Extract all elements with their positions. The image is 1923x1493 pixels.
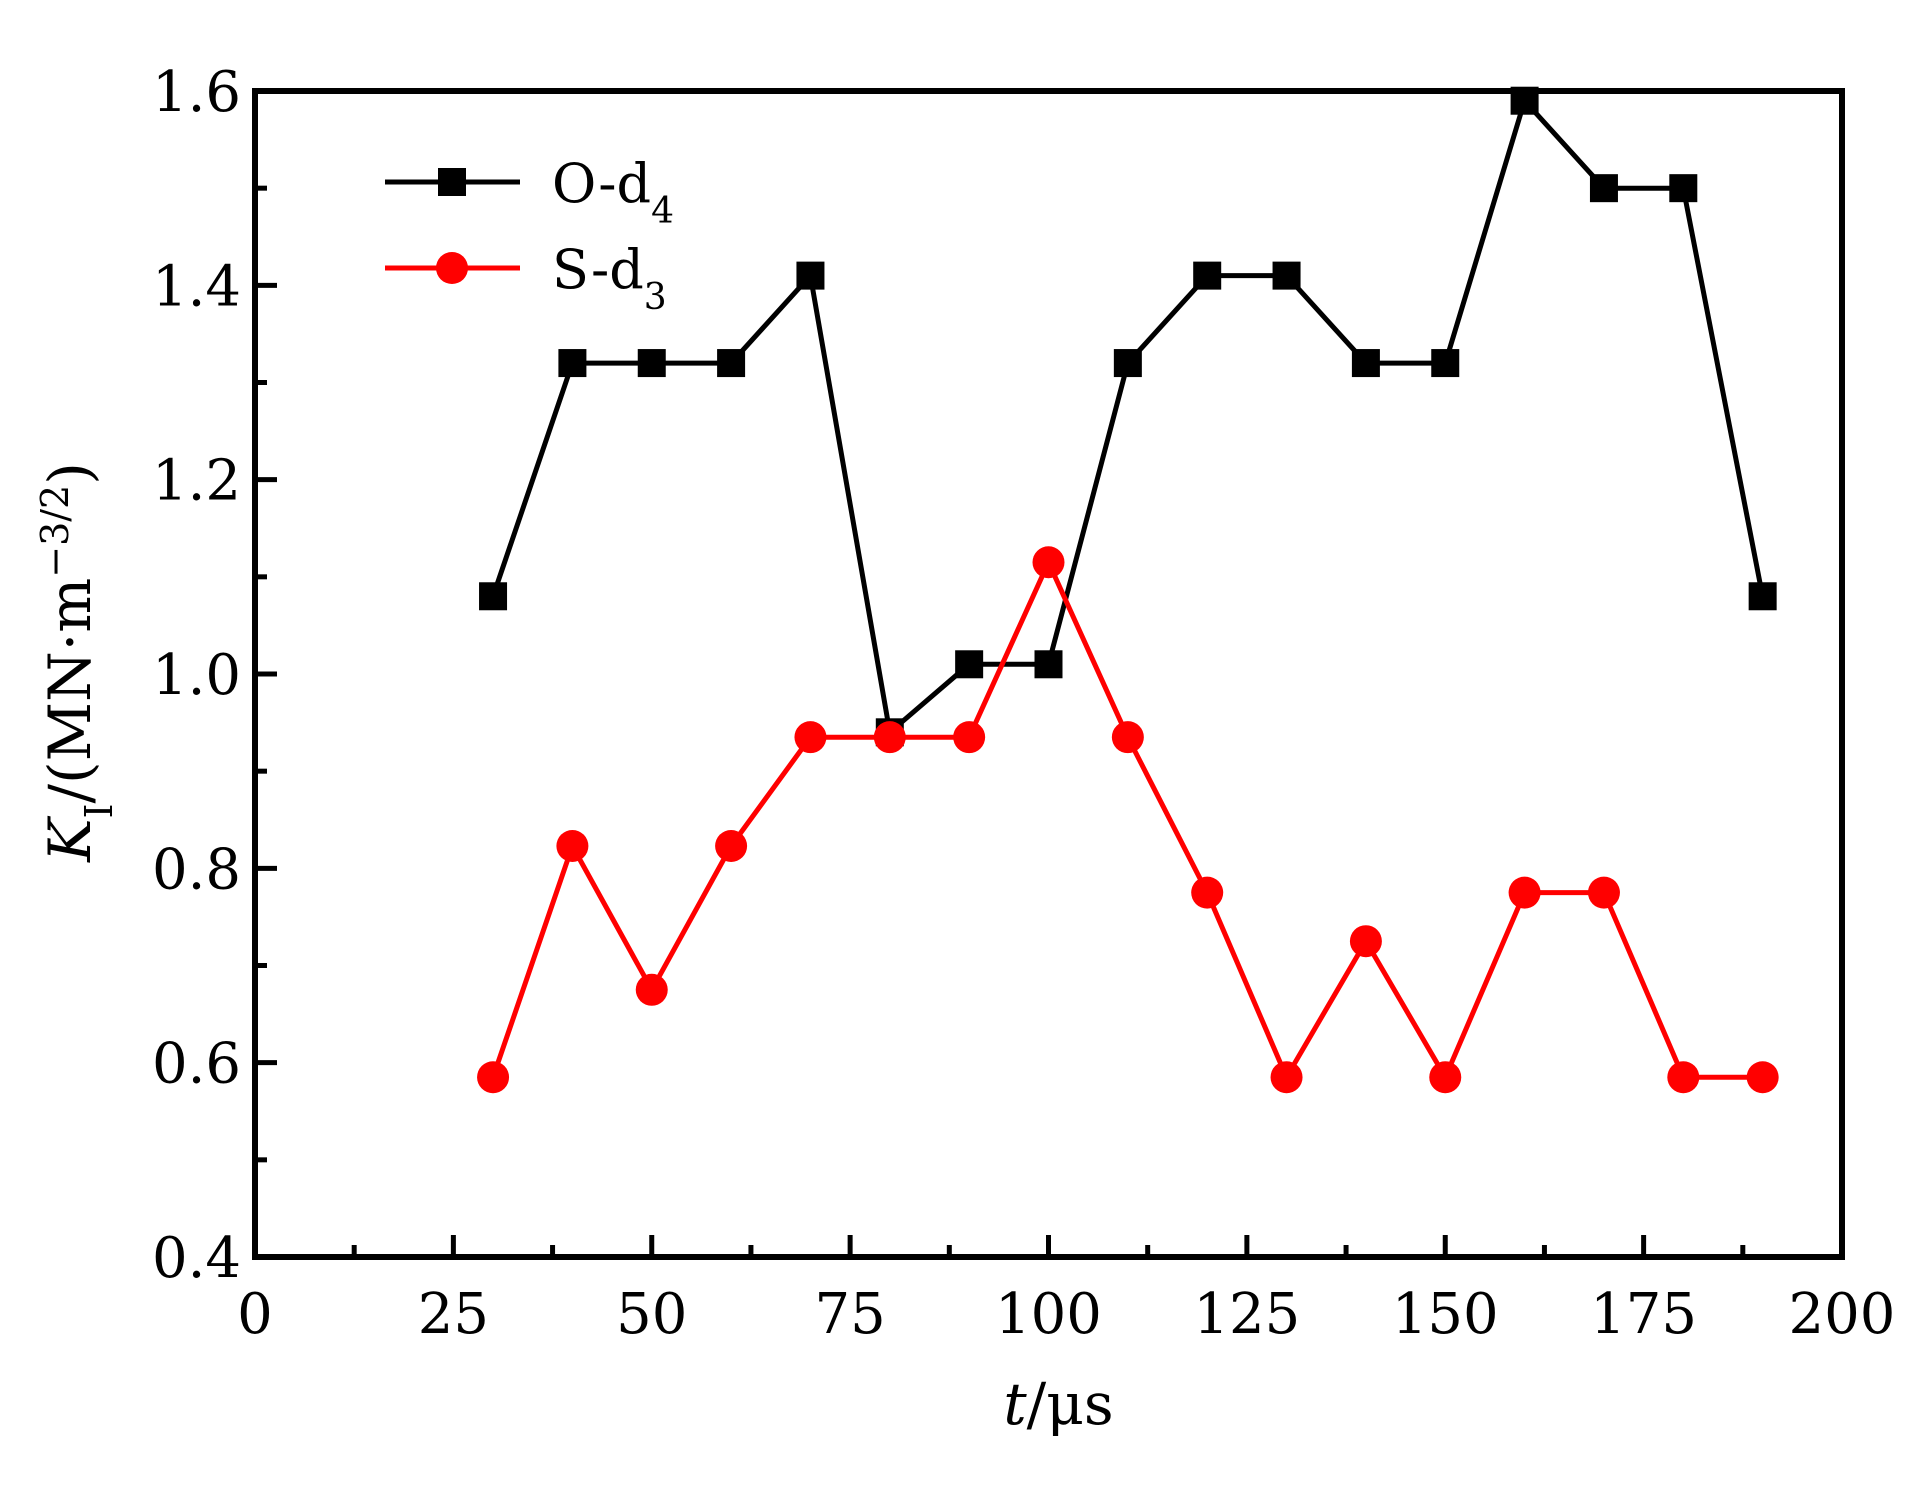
x-tick-label: 25 bbox=[418, 1282, 489, 1347]
series-layer bbox=[477, 86, 1779, 1094]
legend-label: O-d4 bbox=[552, 152, 674, 232]
x-tick-label: 200 bbox=[1789, 1282, 1896, 1347]
y-axis-title-sup: −3/2 bbox=[33, 485, 77, 578]
y-tick-label: 1.4 bbox=[152, 254, 241, 319]
data-point bbox=[477, 1061, 510, 1094]
y-axis-title-close: ) bbox=[36, 462, 104, 485]
data-point bbox=[1111, 721, 1144, 754]
data-point bbox=[637, 349, 666, 378]
y-tick-label: 1.2 bbox=[152, 449, 241, 514]
data-point bbox=[1349, 925, 1382, 958]
y-axis-title: KI/(MN·m−3/2) bbox=[33, 462, 121, 863]
data-point bbox=[1191, 876, 1224, 909]
data-point bbox=[717, 349, 746, 378]
y-tick-label: 1.6 bbox=[152, 60, 241, 125]
data-point bbox=[1589, 174, 1618, 203]
y-tick-label: 0.4 bbox=[152, 1226, 241, 1291]
data-point bbox=[715, 829, 748, 862]
y-tick-label: 0.8 bbox=[152, 837, 241, 902]
data-point bbox=[1429, 1061, 1462, 1094]
data-point bbox=[1748, 582, 1777, 611]
series-1 bbox=[479, 86, 1777, 747]
x-tick-label: 0 bbox=[237, 1282, 273, 1347]
data-point bbox=[1508, 876, 1541, 909]
x-tick-label: 75 bbox=[814, 1282, 885, 1347]
data-point bbox=[558, 349, 587, 378]
data-point bbox=[955, 650, 984, 679]
x-tick-label: 150 bbox=[1392, 1282, 1499, 1347]
x-axis-title-var: t bbox=[1003, 1370, 1027, 1438]
data-point bbox=[873, 721, 906, 754]
tick-layer: 0 25 50 75 100 125 150 175 200 0.4 0.6 0.8 1.0 1.2 1.4… bbox=[152, 60, 1896, 1347]
data-point bbox=[1667, 1061, 1700, 1094]
data-point bbox=[1587, 876, 1620, 909]
series-line bbox=[490, 556, 1763, 1083]
data-point bbox=[794, 721, 827, 754]
data-point bbox=[556, 829, 589, 862]
y-axis-title-unit: /(MN·m bbox=[36, 578, 104, 804]
x-tick-label: 50 bbox=[616, 1282, 687, 1347]
data-point bbox=[1746, 1061, 1779, 1094]
data-point bbox=[1270, 1061, 1303, 1094]
x-axis-title-unit: /μs bbox=[1027, 1370, 1114, 1438]
y-tick-label: 0.6 bbox=[152, 1032, 241, 1097]
data-point bbox=[1351, 349, 1380, 378]
legend: O-d4S-d3 bbox=[385, 152, 674, 318]
y-axis-title-sub: I bbox=[77, 804, 121, 819]
legend-item: O-d4 bbox=[385, 152, 674, 232]
x-axis-title: t/μs bbox=[1003, 1370, 1113, 1438]
y-tick-label: 1.0 bbox=[152, 643, 241, 708]
data-point bbox=[1113, 349, 1142, 378]
series-line bbox=[490, 95, 1766, 738]
data-point bbox=[1272, 261, 1301, 290]
data-point bbox=[953, 721, 986, 754]
x-tick-label: 125 bbox=[1193, 1282, 1300, 1347]
series-2 bbox=[477, 546, 1779, 1094]
data-point bbox=[635, 973, 668, 1006]
y-axis-title-var: K bbox=[36, 815, 104, 863]
data-point bbox=[1032, 546, 1065, 579]
legend-label: S-d3 bbox=[552, 238, 667, 318]
legend-marker bbox=[438, 168, 466, 196]
data-point bbox=[479, 582, 508, 611]
legend-marker bbox=[436, 252, 468, 284]
data-point bbox=[1431, 349, 1460, 378]
data-point bbox=[1193, 261, 1222, 290]
x-tick-label: 100 bbox=[995, 1282, 1102, 1347]
legend-item: S-d3 bbox=[385, 238, 667, 318]
data-point bbox=[796, 261, 825, 290]
data-point bbox=[1669, 174, 1698, 203]
x-tick-label: 175 bbox=[1590, 1282, 1697, 1347]
data-point bbox=[1034, 650, 1063, 679]
